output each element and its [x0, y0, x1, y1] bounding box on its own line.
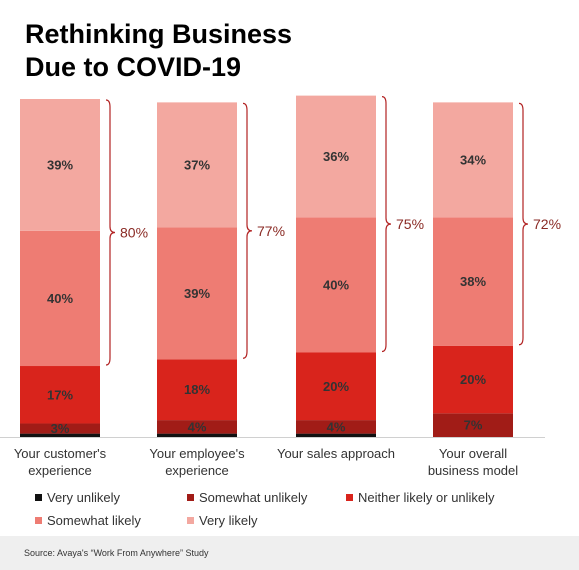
legend-swatch — [35, 494, 42, 501]
bar-segment — [157, 433, 237, 437]
data-label: 17% — [47, 387, 73, 402]
bar-segment — [296, 95, 376, 218]
legend-label: Very unlikely — [47, 490, 120, 505]
data-label: 40% — [47, 291, 73, 306]
bar-segment — [296, 352, 376, 421]
bar-segment — [20, 433, 100, 437]
data-label: 20% — [323, 379, 349, 394]
chart-title-line-1: Rethinking Business — [25, 19, 293, 49]
legend-item: Somewhat likely — [35, 513, 141, 528]
legend-swatch — [187, 517, 194, 524]
data-label: 38% — [460, 274, 486, 289]
legend-item: Very likely — [187, 513, 258, 528]
bracket-total-label: 72% — [533, 216, 561, 232]
chart-title-line-2: Due to COVID-19 — [25, 52, 242, 82]
bracket — [242, 102, 253, 359]
legend-swatch — [35, 517, 42, 524]
bracket — [518, 102, 529, 346]
legend-item: Somewhat unlikely — [187, 490, 307, 505]
bar-segment — [433, 102, 513, 218]
chart-title: Rethinking Business Due to COVID-19 — [25, 18, 292, 84]
category-label: Your sales approach — [277, 446, 395, 461]
legend-swatch — [346, 494, 353, 501]
legend-label: Somewhat unlikely — [199, 490, 308, 505]
data-label: 4% — [188, 419, 207, 434]
bar-segment — [296, 433, 376, 437]
category-label: Your overall — [439, 446, 507, 461]
legend-label: Very likely — [199, 513, 258, 528]
data-label: 40% — [323, 277, 349, 292]
bar-segment — [157, 102, 237, 228]
legend-label: Neither likely or unlikely — [358, 490, 495, 505]
bar-segment — [157, 359, 237, 421]
bracket — [381, 96, 392, 353]
bar-segment — [433, 345, 513, 414]
source-note: Source: Avaya's “Work From Anywhere” Stu… — [24, 548, 209, 558]
data-label: 20% — [460, 372, 486, 387]
data-label: 39% — [47, 157, 73, 172]
bracket-total-label: 77% — [257, 223, 285, 239]
footer-bar: Source: Avaya's “Work From Anywhere” Stu… — [0, 536, 579, 570]
data-label: 4% — [327, 419, 346, 434]
bracket-total-label: 80% — [120, 225, 148, 241]
category-label: Your customer's — [14, 446, 107, 461]
bracket — [105, 99, 116, 366]
category-label: experience — [165, 463, 229, 478]
legend-swatch — [187, 494, 194, 501]
stacked-bar-chart: 3% 17% 40% 39% 80% Your customer's experience 4… — [0, 95, 561, 478]
bar-segment — [20, 230, 100, 367]
bar-segment — [20, 99, 100, 231]
data-label: 7% — [464, 418, 483, 433]
bar-segment — [157, 420, 237, 434]
category-label: Your employee's — [149, 446, 245, 461]
data-label: 18% — [184, 382, 210, 397]
bracket-total-label: 75% — [396, 216, 424, 232]
bar-segment — [20, 366, 100, 424]
data-label: 34% — [460, 152, 486, 167]
bar-segment — [433, 413, 513, 437]
legend-item: Neither likely or unlikely — [346, 490, 495, 505]
bar-segment — [433, 217, 513, 346]
legend-item: Very unlikely — [35, 490, 120, 505]
data-label: 37% — [184, 157, 210, 172]
bar-segment — [296, 217, 376, 353]
data-label: 39% — [184, 286, 210, 301]
bar-segment — [296, 420, 376, 434]
bar-segment — [157, 227, 237, 360]
bar-segment — [20, 423, 100, 434]
data-label: 36% — [323, 149, 349, 164]
data-label: 3% — [51, 421, 70, 436]
category-label: business model — [428, 463, 518, 478]
category-label: experience — [28, 463, 92, 478]
legend-label: Somewhat likely — [47, 513, 141, 528]
